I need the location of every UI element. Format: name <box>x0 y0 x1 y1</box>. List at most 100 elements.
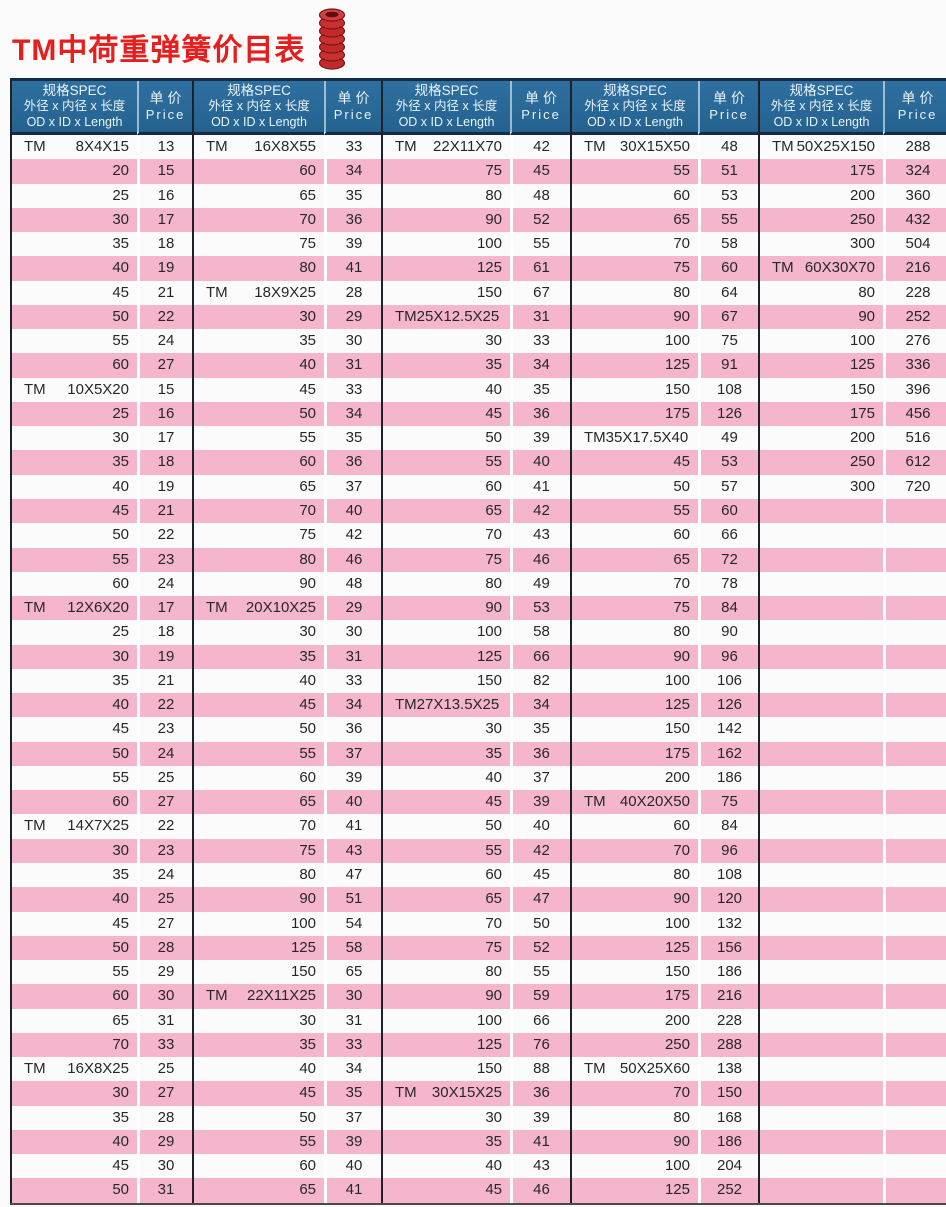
spec-header-line: OD x ID x Length <box>26 114 123 129</box>
price-cell: 30 <box>137 1154 192 1179</box>
price-cell: 33 <box>510 329 570 354</box>
spec-cell: 30 <box>12 426 137 450</box>
price-cell: 60 <box>698 498 758 524</box>
price-cell: 50 <box>510 911 570 936</box>
price-cell: 126 <box>698 693 758 718</box>
spec-cell <box>760 814 883 838</box>
price-cell: 31 <box>324 353 381 378</box>
price-cell: 47 <box>510 887 570 912</box>
spec-size: 90 <box>673 890 690 908</box>
spec-cell: 150 <box>572 378 698 402</box>
spec-size: 55 <box>299 744 316 762</box>
price-cell: 48 <box>510 183 570 208</box>
spec-cell: 60 <box>383 475 510 499</box>
price-cell: 276 <box>883 329 946 354</box>
spec-cell <box>760 523 883 547</box>
spec-size: 80 <box>299 259 316 277</box>
spec-size: 50 <box>299 1108 316 1126</box>
spec-size: 60 <box>673 817 690 835</box>
price-cell: 40 <box>324 1154 381 1179</box>
price-cell: 27 <box>137 790 192 815</box>
spec-size: 50 <box>112 1181 129 1199</box>
spec-size: 150 <box>476 283 502 301</box>
spec-size: 150 <box>849 380 875 398</box>
spec-cell: 200 <box>760 426 883 450</box>
price-cell: 156 <box>698 935 758 961</box>
spec-cell: 55 <box>12 960 137 984</box>
spec-cell: 100 <box>383 1009 510 1033</box>
spec-size: 50 <box>673 477 690 495</box>
price-cell: 67 <box>510 280 570 305</box>
price-cell: 29 <box>324 304 381 330</box>
spec-cell: 45 <box>572 450 698 475</box>
spec-cell: 60 <box>572 814 698 838</box>
price-header-line: Price <box>333 107 374 123</box>
price-cell: 24 <box>137 571 192 597</box>
spec-cell: 125 <box>572 693 698 718</box>
spec-cell: 200 <box>572 766 698 790</box>
price-cell: 42 <box>510 838 570 863</box>
spec-header-line: 规格SPEC <box>42 83 107 99</box>
spec-size: 250 <box>849 453 875 471</box>
price-header-line: Price <box>145 107 186 123</box>
price-cell: 47 <box>324 862 381 888</box>
price-cell: 28 <box>137 935 192 961</box>
price-cell: 96 <box>698 644 758 669</box>
price-cell: 40 <box>510 450 570 475</box>
spec-header-line: 规格SPEC <box>789 83 854 99</box>
price-cell <box>883 814 946 839</box>
spec-size: 65 <box>485 501 502 519</box>
spec-size: 75 <box>299 841 316 859</box>
spec-size: 30 <box>485 332 502 350</box>
spec-cell: 60 <box>194 766 324 790</box>
price-cell: 36 <box>510 401 570 427</box>
price-cell: 75 <box>698 329 758 354</box>
spec-cell <box>760 693 883 718</box>
spec-size: 80 <box>673 283 690 301</box>
price-cell: 88 <box>510 1057 570 1082</box>
spec-size: 60X30X70 <box>804 259 875 277</box>
price-cell: 25 <box>137 1057 192 1082</box>
spec-size: 35 <box>112 865 129 883</box>
price-cell: 40 <box>510 814 570 839</box>
spec-cell: 45 <box>194 693 324 718</box>
price-cell: 126 <box>698 401 758 427</box>
spec-size: 35 <box>485 356 502 374</box>
spec-cell: 30 <box>194 620 324 644</box>
spec-cell: 25 <box>12 184 137 208</box>
spec-size: 55 <box>299 429 316 447</box>
spec-cell: TM35X17.5X40 <box>572 426 698 450</box>
spec-tm-label: TM <box>206 599 228 617</box>
spec-header-line: OD x ID x Length <box>211 114 307 129</box>
price-cell: 22 <box>137 693 192 718</box>
price-cell: 37 <box>324 474 381 499</box>
spec-cell: 75 <box>383 547 510 572</box>
price-cell: 61 <box>510 256 570 281</box>
price-cell: 45 <box>510 862 570 888</box>
spec-tm-label: TM <box>772 138 794 155</box>
price-cell: 21 <box>137 668 192 694</box>
spec-cell <box>760 1009 883 1033</box>
spec-cell: 50 <box>12 523 137 547</box>
spec-size: 50 <box>485 429 502 447</box>
spec-size: 150 <box>664 720 690 738</box>
price-cell: 29 <box>324 596 381 621</box>
spec-cell: 40 <box>194 669 324 693</box>
spec-cell: 35 <box>383 1129 510 1155</box>
price-cell: 48 <box>698 135 758 160</box>
spec-cell: 30 <box>12 838 137 863</box>
spec-cell: 30 <box>12 1081 137 1106</box>
spec-cell: 90 <box>383 984 510 1009</box>
spec-size: 40 <box>485 1157 502 1175</box>
spec-size: 45 <box>299 696 316 714</box>
spec-cell: 70 <box>194 207 324 233</box>
spec-size: 16X8X55 <box>254 138 316 155</box>
price-cell: 204 <box>698 1154 758 1179</box>
spec-cell: 45 <box>12 912 137 936</box>
price-cell: 42 <box>510 135 570 160</box>
price-cell: 25 <box>137 765 192 791</box>
price-cell <box>883 693 946 718</box>
price-cell: 27 <box>137 911 192 936</box>
spec-cell: TM 18X9X25 <box>194 281 324 305</box>
spec-cell: 200 <box>760 184 883 208</box>
